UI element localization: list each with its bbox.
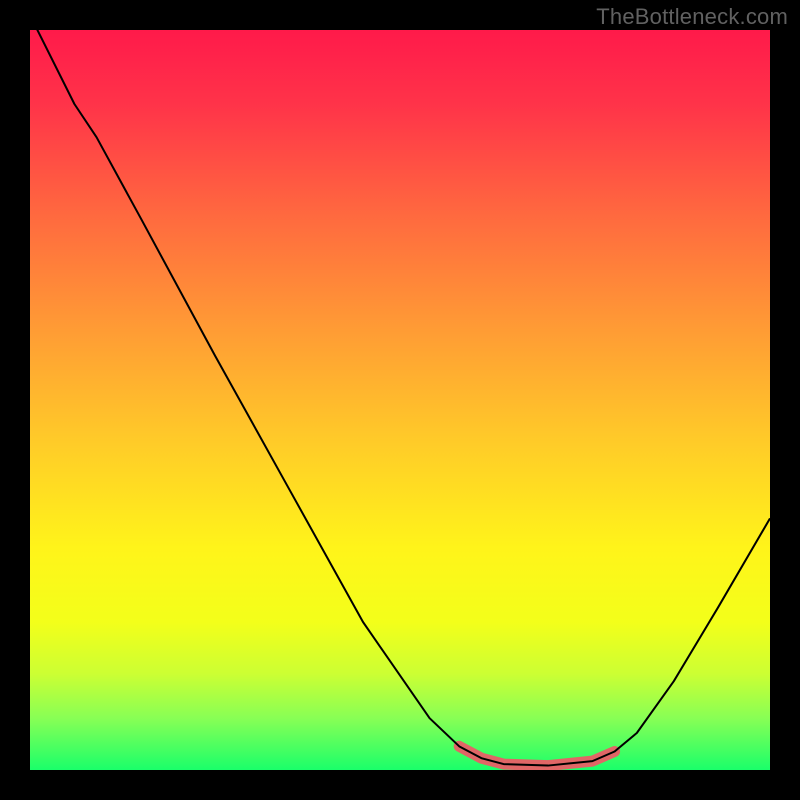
bottleneck-curve xyxy=(30,30,770,766)
curve-layer xyxy=(30,30,770,770)
plot-area xyxy=(30,30,770,770)
watermark-text: TheBottleneck.com xyxy=(596,4,788,30)
optimal-highlight xyxy=(459,746,614,765)
